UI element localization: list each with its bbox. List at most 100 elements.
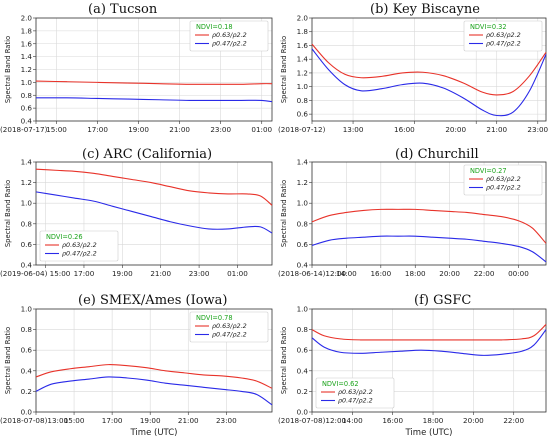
- x-tick-label: 20:00: [445, 125, 466, 134]
- y-tick-label: 1.2: [297, 68, 308, 77]
- x-tick-label: 16:00: [394, 125, 415, 134]
- legend-entry-1: ρ0.63/ρ2.2: [212, 322, 247, 330]
- y-tick-label: 1.0: [297, 82, 309, 91]
- x-tick-label: 22:00: [474, 269, 495, 278]
- y-tick-label: 0.6: [21, 240, 33, 249]
- x-tick-label: 00:00: [508, 269, 529, 278]
- legend-entry-1: ρ0.63/ρ2.2: [212, 31, 247, 39]
- x-tick-label: 17:00: [102, 416, 123, 425]
- x-tick-label: 15:00: [46, 125, 67, 134]
- ndvi-label: NDVI=0.62: [322, 380, 359, 388]
- series-line-2: [311, 235, 547, 263]
- chart-panel-5: (e) SMEX/Ames (Iowa) 0.0 0.2 0.4 0.6 0.8 1.0 (2…: [0, 293, 273, 438]
- legend-box: [189, 311, 269, 343]
- series-line-1: [311, 208, 547, 244]
- x-axis-label: Time (UTC): [405, 428, 453, 438]
- legend-entry-2: ρ0.47/ρ2.2: [212, 40, 247, 48]
- y-tick-label: 1.0: [297, 305, 309, 314]
- y-tick-label: 0.6: [297, 240, 309, 249]
- x-tick-label: 17:00: [74, 269, 95, 278]
- x-tick-label: 19:00: [128, 125, 149, 134]
- y-tick-label: 1.8: [297, 27, 309, 36]
- y-tick-label: 0.8: [21, 219, 33, 228]
- y-tick-label: 0.6: [21, 346, 33, 355]
- y-tick-label: 2.0: [21, 14, 33, 23]
- plot-frame: [35, 161, 273, 266]
- y-axis-label: Spectral Band Ratio: [4, 180, 12, 247]
- x-tick-label: 18:00: [423, 416, 444, 425]
- plot-frame: [311, 161, 547, 266]
- x-tick-label: 20:00: [463, 416, 484, 425]
- chart-title: (f) GSFC: [414, 293, 471, 308]
- y-tick-label: 0.8: [297, 96, 309, 105]
- chart-panel-2: (b) Key Biscayne 0.6 0.8 1.0 1.2 1.4 1.6 1.8 2.0…: [278, 2, 549, 134]
- x-tick-label: 19:00: [112, 269, 133, 278]
- x-axis-label: Time (UTC): [130, 428, 178, 438]
- y-tick-label: 1.2: [21, 178, 32, 187]
- y-tick-label: 0.0: [21, 408, 33, 417]
- legend-entry-2: ρ0.47/ρ2.2: [212, 331, 247, 339]
- ndvi-label: NDVI=0.26: [46, 233, 83, 241]
- x-tick-label: 21:00: [178, 416, 199, 425]
- x-tick-label: 23:00: [527, 125, 548, 134]
- legend-entry-2: ρ0.47/ρ2.2: [338, 397, 373, 405]
- y-axis-label: Spectral Band Ratio: [280, 36, 288, 103]
- legend-entry-1: ρ0.63/ρ2.2: [62, 241, 97, 249]
- legend-box: [463, 164, 543, 196]
- x-tick-label: (2018-07-17): [0, 125, 48, 134]
- ndvi-label: NDVI=0.32: [470, 23, 507, 31]
- legend-box: [189, 20, 269, 52]
- y-tick-label: 1.6: [21, 39, 33, 48]
- plot-frame: [311, 308, 547, 413]
- y-tick-label: 1.8: [21, 26, 33, 35]
- ndvi-label: NDVI=0.78: [196, 314, 233, 322]
- y-tick-label: 2.0: [297, 14, 309, 23]
- x-tick-label: 14:00: [342, 416, 363, 425]
- y-tick-label: 0.0: [297, 408, 309, 417]
- series-line-2: [35, 97, 273, 103]
- x-tick-label: 23:00: [216, 416, 237, 425]
- legend-entry-1: ρ0.63/ρ2.2: [338, 388, 373, 396]
- chart-title: (a) Tucson: [88, 2, 158, 17]
- y-tick-label: 1.0: [21, 199, 33, 208]
- legend-entry-2: ρ0.47/ρ2.2: [486, 184, 521, 192]
- y-tick-label: 1.4: [21, 158, 33, 167]
- y-axis-label: Spectral Band Ratio: [4, 327, 12, 394]
- x-tick-label: 15:00: [64, 416, 85, 425]
- x-tick-label: 01:00: [227, 269, 248, 278]
- y-tick-label: 0.4: [21, 366, 33, 375]
- y-tick-label: 0.8: [297, 325, 309, 334]
- series-line-1: [311, 43, 547, 96]
- plot-frame: [35, 308, 273, 413]
- chart-title: (e) SMEX/Ames (Iowa): [78, 293, 228, 308]
- y-tick-label: 0.6: [297, 110, 309, 119]
- chart-panel-3: (c) ARC (California) 0.4 0.6 0.8 1.0 1.2 1.4 (2…: [0, 147, 273, 278]
- y-tick-label: 1.2: [297, 178, 308, 187]
- chart-title: (c) ARC (California): [82, 147, 212, 162]
- y-tick-label: 0.2: [21, 387, 32, 396]
- legend-box: [315, 377, 395, 409]
- y-tick-label: 0.8: [21, 91, 33, 100]
- plot-frame: [35, 17, 273, 122]
- legend-box: [39, 230, 119, 262]
- series-line-2: [311, 329, 547, 356]
- x-tick-label: 22:00: [503, 416, 524, 425]
- y-axis-label: Spectral Band Ratio: [280, 327, 288, 394]
- x-tick-label: 17:00: [87, 125, 108, 134]
- x-tick-label: (2019-06-04) 15:00: [0, 269, 71, 278]
- series-line-1: [35, 168, 273, 206]
- y-tick-label: 0.8: [297, 219, 309, 228]
- y-tick-label: 0.8: [21, 325, 33, 334]
- y-tick-label: 1.4: [297, 55, 309, 64]
- legend-entry-2: ρ0.47/ρ2.2: [486, 40, 521, 48]
- series-line-1: [311, 324, 547, 341]
- x-tick-label: 18:00: [405, 269, 426, 278]
- legend-entry-2: ρ0.47/ρ2.2: [62, 250, 97, 258]
